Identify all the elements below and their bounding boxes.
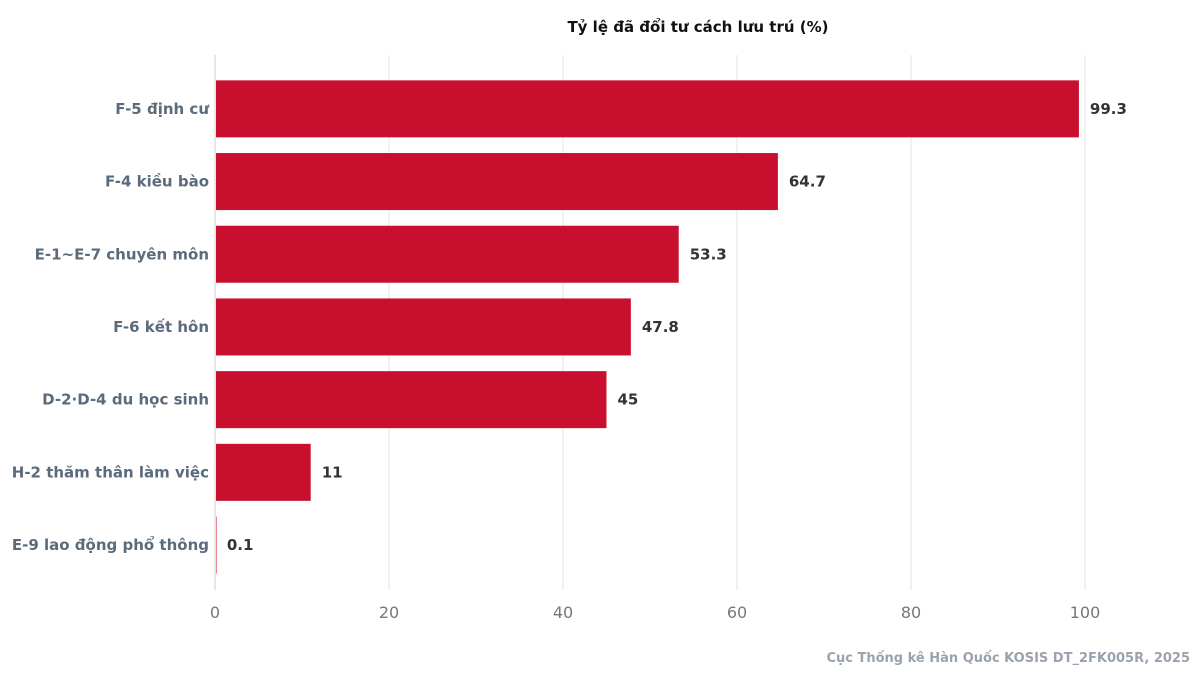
data-label: 45 [618,391,639,409]
category-label: F-5 định cư [115,100,209,118]
data-label: 11 [322,463,343,481]
x-tick-label: 100 [1070,603,1101,622]
bar [216,443,311,501]
x-tick-label: 0 [210,603,220,622]
category-label: E-1~E-7 chuyên môn [35,245,209,263]
bar [216,371,607,429]
bar [216,153,778,211]
x-tick-label: 20 [379,603,399,622]
data-label: 53.3 [690,245,727,263]
category-label: E-9 lao động phổ thông [12,535,209,554]
data-label: 64.7 [789,173,826,191]
source-note: Cục Thống kê Hàn Quốc KOSIS DT_2FK005R, … [826,651,1190,666]
data-label: 47.8 [642,318,679,336]
category-label: H-2 thăm thân làm việc [12,463,209,481]
category-label: F-4 kiều bào [105,172,209,191]
chart-title: Tỷ lệ đã đổi tư cách lưu trú (%) [567,17,828,36]
bar [216,516,217,574]
data-label: 99.3 [1090,100,1127,118]
category-label: D-2·D-4 du học sinh [42,391,209,409]
data-label: 0.1 [227,536,254,554]
category-label: F-6 kết hôn [113,317,209,336]
bar [216,225,679,283]
x-tick-label: 80 [901,603,921,622]
bar [216,80,1079,138]
bar [216,298,631,356]
x-tick-label: 40 [553,603,573,622]
x-tick-label: 60 [727,603,747,622]
